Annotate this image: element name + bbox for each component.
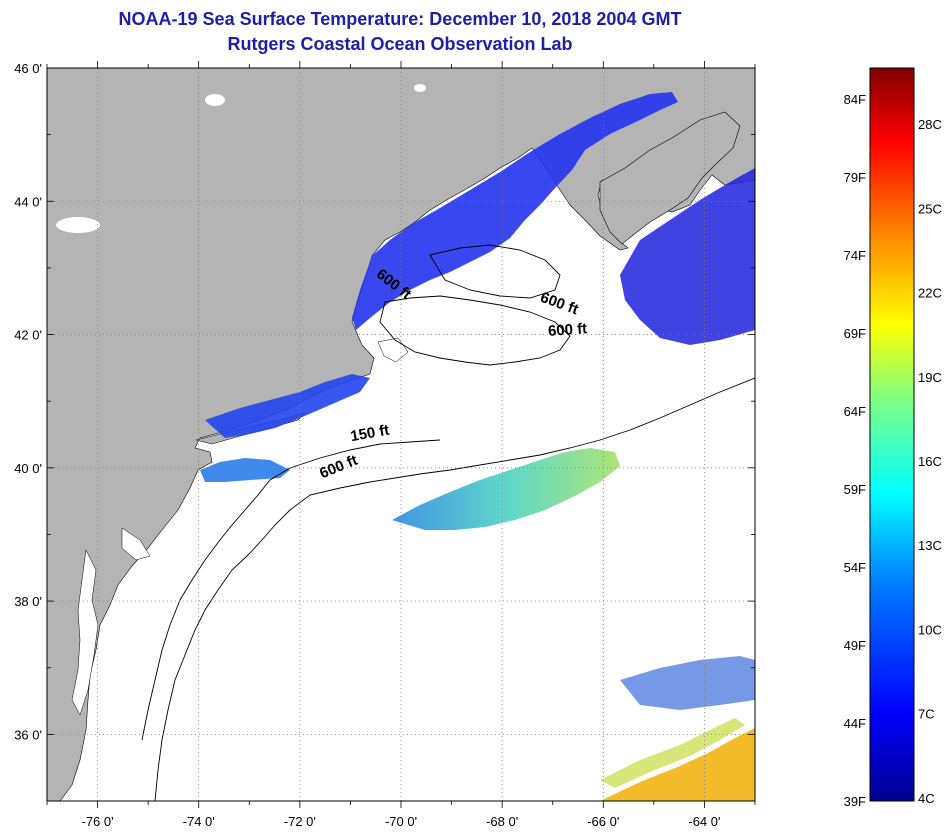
lon-tick-label: -66 0' — [587, 814, 619, 829]
colorbar-c-label: 28C — [918, 117, 942, 132]
chesapeake-bay — [71, 549, 99, 716]
sst-scotian-shelf — [620, 168, 755, 345]
color-bar-labels: 84F 79F 74F 69F 64F 59F 54F 49F 44F 39F 28C 25C 22C 1… — [844, 92, 942, 809]
lat-tick-label: 44 0' — [14, 194, 42, 209]
lon-tick-label: -68 0' — [486, 814, 518, 829]
sst-southern-ne — [205, 374, 370, 438]
lat-tick-label: 38 0' — [14, 594, 42, 609]
colorbar-c-label: 13C — [918, 538, 942, 553]
sst-shelf-slope — [392, 448, 620, 530]
contour-gulf-basin — [429, 244, 561, 299]
lake-2 — [56, 217, 100, 233]
map-ticks: 46 0' 44 0' 42 0' 40 0' 38 0' 36 0' -76 0' -74 … — [14, 61, 756, 829]
map-title: NOAA-19 Sea Surface Temperature: Decembe… — [118, 9, 682, 29]
lon-tick-label: -74 0' — [183, 814, 215, 829]
lat-tick-label: 42 0' — [14, 328, 42, 343]
contour-600ft-shelf-break — [154, 377, 755, 801]
sst-warm-south-2 — [600, 718, 745, 788]
land-nova-scotia — [599, 111, 741, 245]
colorbar-c-label: 7C — [918, 707, 935, 722]
delaware-bay — [121, 527, 151, 561]
colorbar-c-label: 22C — [918, 286, 942, 301]
colorbar-f-label: 79F — [844, 170, 866, 185]
lat-tick-label: 46 0' — [14, 61, 42, 76]
lake-3 — [414, 84, 426, 92]
colorbar-f-label: 74F — [844, 248, 866, 263]
lon-tick-label: -76 0' — [82, 814, 114, 829]
lon-tick-label: -64 0' — [688, 814, 720, 829]
colorbar-f-label: 84F — [844, 92, 866, 107]
colorbar-c-label: 16C — [918, 454, 942, 469]
colorbar-f-label: 64F — [844, 404, 866, 419]
contour-150ft — [141, 439, 441, 741]
contour-label: 600 ft — [547, 320, 587, 340]
sst-gulf-of-maine — [352, 92, 678, 330]
colorbar-c-label: 4C — [918, 791, 935, 806]
bathymetry-contours — [141, 244, 755, 801]
colorbar-f-label: 54F — [844, 560, 866, 575]
lon-tick-label: -72 0' — [284, 814, 316, 829]
map-subtitle: Rutgers Coastal Ocean Observation Lab — [227, 34, 573, 54]
colorbar-f-label: 49F — [844, 638, 866, 653]
sst-east-patch — [620, 656, 755, 710]
colorbar-c-label: 25C — [918, 201, 942, 216]
lon-tick-label: -70 0' — [385, 814, 417, 829]
colorbar-f-label: 39F — [844, 794, 866, 809]
colorbar-f-label: 59F — [844, 482, 866, 497]
color-bar — [869, 67, 915, 802]
sst-warm-south — [600, 728, 755, 801]
lake-1 — [205, 94, 225, 106]
contour-georges-bank — [379, 295, 571, 366]
sst-ny-bight — [200, 458, 290, 482]
colorbar-f-label: 69F — [844, 326, 866, 341]
lat-tick-label: 40 0' — [14, 461, 42, 476]
contour-label: 150 ft — [349, 422, 391, 446]
cape-cod — [377, 337, 409, 363]
colorbar-f-label: 44F — [844, 716, 866, 731]
colorbar-c-label: 10C — [918, 622, 942, 637]
colorbar-c-label: 19C — [918, 370, 942, 385]
lat-tick-label: 36 0' — [14, 727, 42, 742]
